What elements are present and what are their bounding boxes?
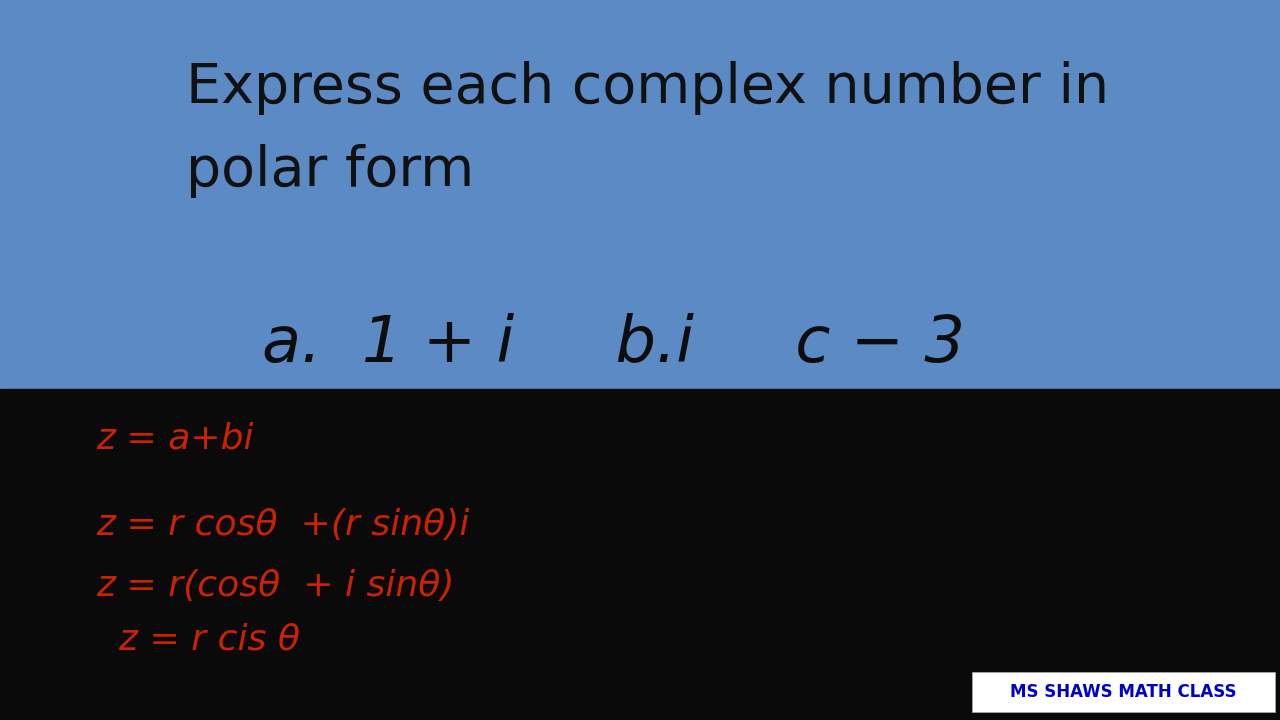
FancyBboxPatch shape	[972, 672, 1275, 711]
Text: a.  1 + i     b.i     c − 3: a. 1 + i b.i c − 3	[262, 313, 965, 375]
Text: z = a+bi: z = a+bi	[96, 421, 253, 455]
Text: Express each complex number in: Express each complex number in	[186, 61, 1108, 115]
Text: polar form: polar form	[186, 144, 474, 198]
Text: z = r cis θ: z = r cis θ	[96, 623, 300, 657]
Bar	[0, 0, 1280, 389]
Text: z = r(cosθ  + i sinθ): z = r(cosθ + i sinθ)	[96, 569, 454, 603]
Bar	[0, 389, 1280, 720]
Text: MS SHAWS MATH CLASS: MS SHAWS MATH CLASS	[1010, 683, 1236, 701]
Text: z = r cosθ  +(r sinθ)i: z = r cosθ +(r sinθ)i	[96, 508, 470, 541]
